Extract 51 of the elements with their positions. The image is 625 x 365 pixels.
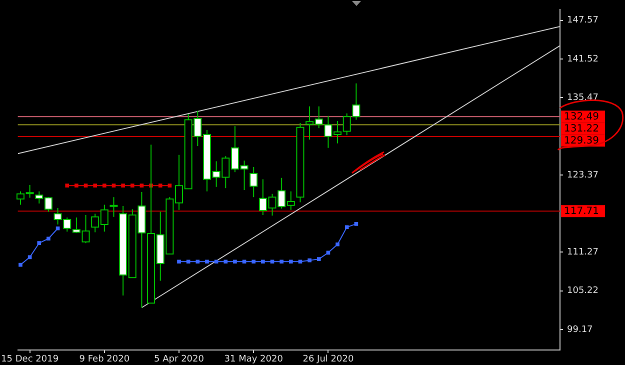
y-tick-label: 147.57 bbox=[567, 16, 598, 26]
y-tick-label: 123.37 bbox=[567, 170, 598, 180]
y-tick-label: 135.47 bbox=[567, 92, 598, 103]
point bbox=[336, 242, 340, 246]
point bbox=[308, 258, 312, 262]
x-tick-label: 5 Apr 2020 bbox=[154, 354, 204, 365]
point bbox=[121, 184, 125, 188]
point bbox=[158, 184, 162, 188]
point bbox=[288, 260, 293, 264]
point bbox=[344, 225, 349, 230]
point bbox=[196, 260, 200, 264]
point bbox=[65, 184, 70, 188]
point bbox=[18, 262, 22, 267]
point bbox=[74, 184, 78, 188]
ref-line-label: 132.49 bbox=[564, 112, 599, 123]
point bbox=[140, 184, 144, 188]
point bbox=[37, 241, 42, 246]
x-tick-label: 31 May 2020 bbox=[224, 354, 284, 365]
point bbox=[205, 260, 209, 264]
point bbox=[261, 260, 265, 264]
point bbox=[177, 260, 181, 264]
ref-line-label: 117.71 bbox=[564, 206, 599, 218]
point bbox=[168, 184, 172, 188]
point bbox=[84, 184, 88, 188]
point bbox=[242, 260, 246, 264]
point bbox=[280, 260, 284, 264]
y-tick-label: 105.22 bbox=[567, 286, 598, 296]
point bbox=[233, 260, 237, 264]
x-tick-label: 9 Feb 2020 bbox=[79, 354, 130, 365]
y-tick-label: 99.17 bbox=[567, 324, 593, 335]
point bbox=[270, 260, 274, 264]
point bbox=[112, 184, 116, 188]
point bbox=[298, 260, 302, 264]
point bbox=[186, 260, 190, 264]
x-tick-label: 15 Dec 2019 bbox=[1, 354, 59, 365]
point bbox=[28, 255, 32, 260]
point bbox=[252, 260, 256, 264]
point bbox=[56, 226, 60, 230]
point bbox=[46, 236, 50, 241]
ref-line-label: 129.39 bbox=[564, 136, 599, 147]
ref-line-label: 131.22 bbox=[564, 124, 599, 135]
point bbox=[214, 260, 218, 264]
point bbox=[224, 260, 228, 264]
point bbox=[316, 257, 321, 261]
point bbox=[93, 184, 97, 188]
y-tick-label: 111.27 bbox=[567, 248, 598, 258]
point bbox=[130, 184, 134, 188]
x-tick-label: 26 Jul 2020 bbox=[302, 354, 354, 365]
point bbox=[354, 222, 358, 226]
point bbox=[102, 184, 106, 188]
y-tick-label: 141.52 bbox=[567, 54, 598, 64]
